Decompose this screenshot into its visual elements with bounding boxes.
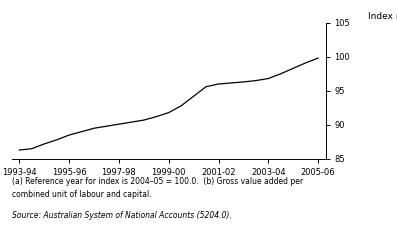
Text: (a) Reference year for index is 2004–05 = 100.0.  (b) Gross value added per: (a) Reference year for index is 2004–05 … (12, 177, 303, 186)
Text: combined unit of labour and capital.: combined unit of labour and capital. (12, 190, 152, 200)
Y-axis label: Index no.: Index no. (368, 12, 397, 21)
Text: Source: Australian System of National Accounts (5204.0).: Source: Australian System of National Ac… (12, 211, 232, 220)
